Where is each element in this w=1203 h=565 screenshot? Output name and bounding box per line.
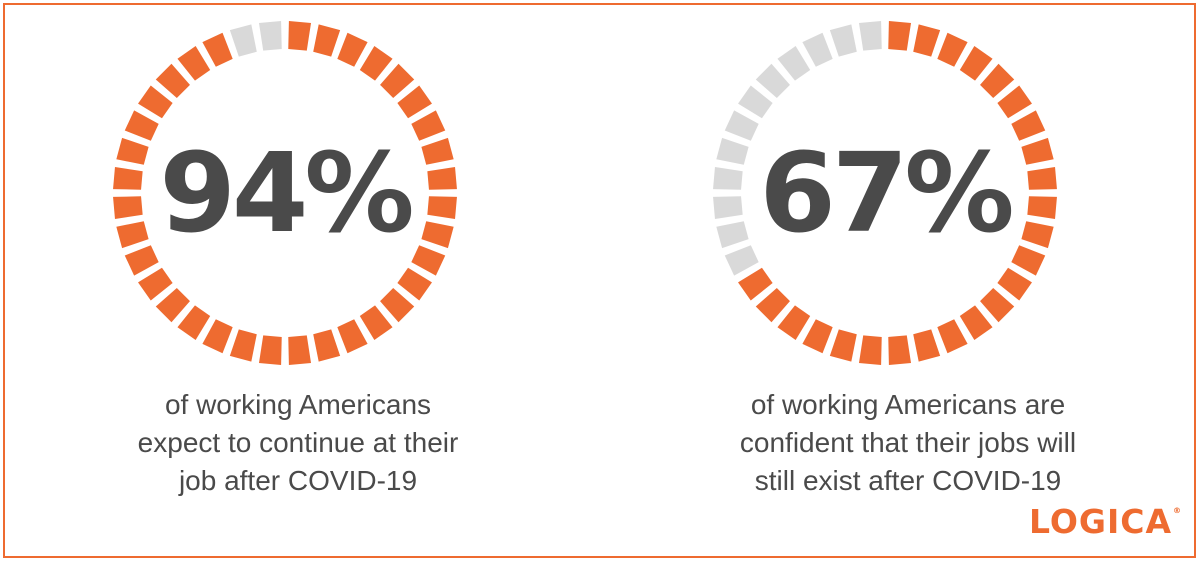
gauge-ring-67	[713, 21, 1057, 365]
gauge-segment-filled	[202, 319, 233, 354]
gauge-segment-filled	[1011, 245, 1046, 276]
gauge-94: 94%	[110, 18, 460, 368]
gauge-percent-label: 67%	[759, 129, 1014, 257]
gauge-segment-empty	[829, 24, 857, 57]
gauge-segment-filled	[738, 267, 773, 301]
registered-mark: ®	[1173, 506, 1181, 515]
gauge-segment-filled	[288, 335, 312, 365]
gauge-segment-empty	[229, 24, 257, 57]
gauge-segment-empty	[716, 221, 749, 249]
logica-logo: LOGICA®	[1029, 502, 1181, 541]
gauge-segment-filled	[1021, 137, 1054, 165]
gauge-segment-empty	[755, 63, 790, 98]
gauge-segment-empty	[716, 137, 749, 165]
gauge-segment-filled	[411, 245, 446, 276]
gauge-segment-filled	[359, 46, 393, 81]
gauge-segment-filled	[913, 24, 941, 57]
gauge-segment-filled	[888, 21, 912, 51]
gauge-segment-filled	[997, 85, 1032, 119]
gauge-segment-filled	[427, 196, 457, 220]
gauge-segment-empty	[713, 196, 743, 220]
gauge-segment-filled	[777, 305, 811, 340]
gauge-segment-filled	[124, 245, 159, 276]
gauge-67: 67%	[710, 18, 1060, 368]
gauge-segment-filled	[913, 329, 941, 362]
gauge-segment-filled	[155, 63, 190, 98]
gauge-segment-filled	[138, 267, 173, 301]
gauge-segment-filled	[937, 32, 968, 67]
gauge-segment-filled	[427, 166, 457, 190]
gauge-segment-filled	[937, 319, 968, 354]
gauge-segment-filled	[997, 267, 1032, 301]
caption-line: still exist after COVID-19	[754, 465, 1062, 496]
infographic-frame	[3, 3, 1196, 558]
gauge-segment-filled	[380, 63, 415, 98]
logo-text: LOGICA	[1028, 502, 1172, 541]
caption-line: of working Americans are	[750, 389, 1066, 420]
gauge-segment-filled	[313, 329, 341, 362]
gauge-segment-filled	[380, 288, 415, 323]
gauge-segment-filled	[177, 46, 211, 81]
gauge-segment-filled	[313, 24, 341, 57]
gauge-segment-filled	[411, 110, 446, 141]
caption-line: expect to continue at their	[137, 427, 459, 458]
gauge-segment-empty	[802, 32, 833, 67]
gauge-percent-label: 94%	[159, 129, 414, 257]
gauge-segment-filled	[359, 305, 393, 340]
gauge-segment-filled	[337, 32, 368, 67]
caption-line: job after COVID-19	[178, 465, 418, 496]
gauge-segment-filled	[202, 32, 233, 67]
gauge-segment-filled	[959, 305, 993, 340]
gauge-segment-filled	[138, 85, 173, 119]
gauge-segment-empty	[738, 85, 773, 119]
gauge-segment-filled	[421, 221, 454, 249]
gauge-segment-filled	[288, 21, 312, 51]
gauge-segment-filled	[980, 288, 1015, 323]
gauge-segment-filled	[858, 335, 882, 365]
gauge-segment-empty	[713, 166, 743, 190]
gauge-segment-filled	[829, 329, 857, 362]
gauge-segment-filled	[802, 319, 833, 354]
gauge-caption-67: of working Americans are confident that …	[678, 386, 1138, 500]
gauge-segment-filled	[258, 335, 282, 365]
gauge-segment-empty	[724, 245, 759, 276]
gauge-segment-filled	[888, 335, 912, 365]
gauge-segment-empty	[777, 46, 811, 81]
gauge-segment-filled	[959, 46, 993, 81]
gauge-segment-filled	[421, 137, 454, 165]
gauge-segment-filled	[980, 63, 1015, 98]
gauge-segment-filled	[177, 305, 211, 340]
gauge-segment-filled	[397, 85, 432, 119]
gauge-segment-empty	[724, 110, 759, 141]
gauge-segment-filled	[124, 110, 159, 141]
gauge-segment-filled	[1027, 196, 1057, 220]
caption-line: of working Americans	[164, 389, 432, 420]
gauge-caption-94: of working Americans expect to continue …	[68, 386, 528, 500]
gauge-segment-filled	[397, 267, 432, 301]
gauge-segment-empty	[858, 21, 882, 51]
gauge-segment-filled	[116, 137, 149, 165]
gauge-segment-filled	[1027, 166, 1057, 190]
gauge-segment-filled	[116, 221, 149, 249]
gauge-segment-filled	[1021, 221, 1054, 249]
gauge-ring-94	[113, 21, 457, 365]
gauge-segment-empty	[258, 21, 282, 51]
gauge-segment-filled	[755, 288, 790, 323]
gauge-segment-filled	[1011, 110, 1046, 141]
gauge-segment-filled	[337, 319, 368, 354]
gauge-segment-filled	[113, 166, 143, 190]
caption-line: confident that their jobs will	[739, 427, 1077, 458]
gauge-segment-filled	[155, 288, 190, 323]
gauge-segment-filled	[113, 196, 143, 220]
gauge-segment-filled	[229, 329, 257, 362]
